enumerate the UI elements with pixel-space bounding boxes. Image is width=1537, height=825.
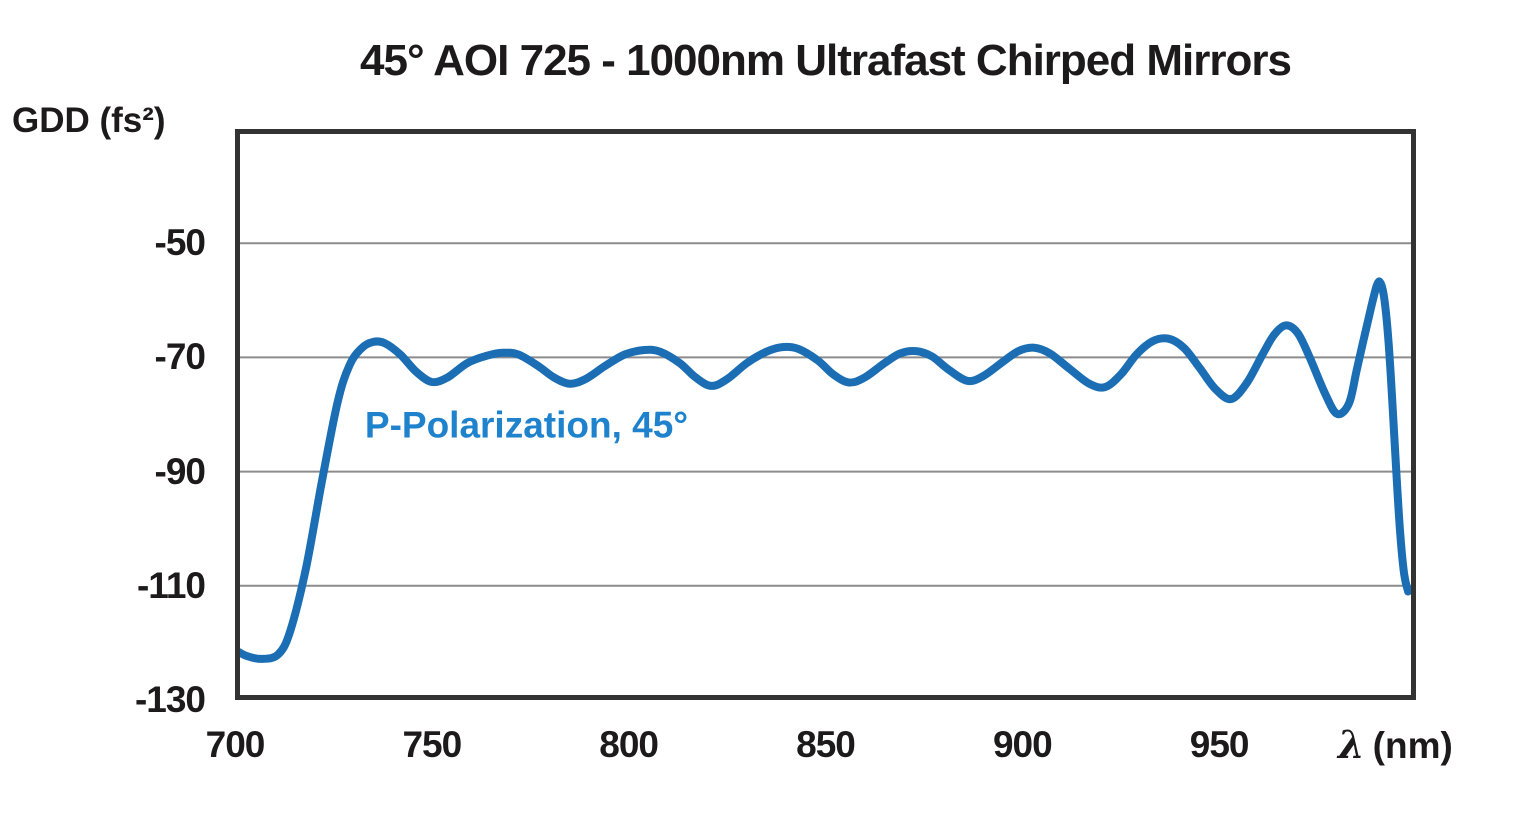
x-tick-label-850: 850	[796, 724, 856, 765]
x-tick-label-950: 950	[1189, 724, 1250, 765]
x-tick-label-900: 900	[992, 724, 1053, 765]
x-tick-label-700: 700	[205, 724, 266, 765]
chart-title: 45° AOI 725 - 1000nm Ultrafast Chirped M…	[360, 36, 1292, 85]
plot-area: P-Polarization, 45°	[235, 129, 1416, 700]
y-tick-label--70: -70	[154, 336, 206, 378]
y-tick-label--50: -50	[154, 222, 206, 264]
y-tick-label--130: -130	[134, 679, 206, 720]
x-axis-title: λ (nm)	[1338, 724, 1453, 767]
y-tick-label--110: -110	[136, 564, 206, 606]
plot-frame	[235, 129, 1416, 700]
series-label: P-Polarization, 45°	[365, 404, 688, 445]
x-tick-label-800: 800	[599, 724, 659, 765]
lambda-symbol: λ	[1338, 722, 1365, 767]
gdd-curve	[235, 277, 1413, 663]
y-tick-label--90: -90	[154, 450, 206, 492]
plot-svg: P-Polarization, 45°	[235, 129, 1416, 700]
x-axis-unit-label: (nm)	[1372, 725, 1453, 766]
x-tick-label-750: 750	[402, 724, 462, 765]
y-axis-title: GDD (fs²)	[12, 101, 166, 140]
